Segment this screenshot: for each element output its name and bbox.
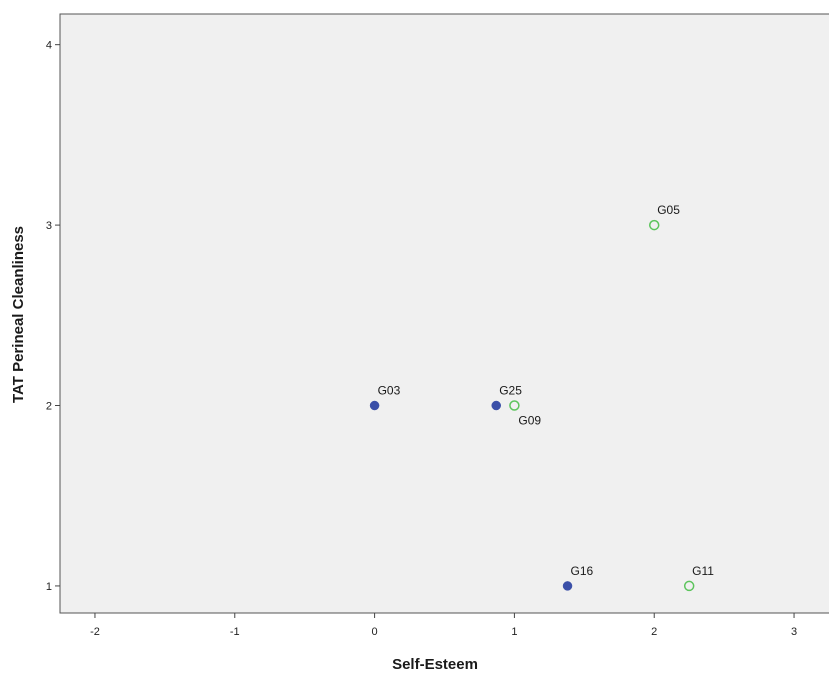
data-point-g16 [562, 581, 573, 591]
data-point-g03 [369, 400, 380, 411]
x-tick-label: -2 [90, 626, 100, 638]
x-tick-label: 0 [372, 626, 378, 638]
data-point-g25 [491, 400, 501, 411]
x-axis: -2 -1 0 1 2 3 [90, 613, 797, 638]
y-tick-label: 1 [46, 581, 52, 593]
x-tick-label: 1 [511, 626, 517, 638]
point-label-g11: G11 [692, 564, 714, 578]
data-point-g09 [509, 400, 520, 411]
y-axis: 1 2 3 4 [46, 40, 60, 593]
point-label-g16: G16 [571, 564, 594, 578]
y-axis-title: TAT Perineal Cleanliness [10, 226, 27, 403]
x-tick-label: 3 [791, 626, 797, 638]
plot-area [59, 13, 829, 614]
y-tick-label: 2 [46, 401, 52, 413]
point-label-g09: G09 [518, 414, 541, 428]
x-tick-label: 2 [651, 626, 657, 638]
x-tick-label: -1 [230, 626, 240, 638]
y-tick-label: 3 [46, 220, 52, 232]
point-label-g05: G05 [657, 203, 680, 217]
point-label-g25: G25 [499, 384, 522, 398]
point-labels: G03 G25 G16 G05 G09 G11 [378, 203, 715, 578]
point-label-g03: G03 [378, 384, 401, 398]
data-point-g05 [648, 219, 660, 231]
x-axis-title: Self-Esteem [392, 656, 478, 673]
data-point-g11 [683, 580, 695, 592]
y-tick-label: 4 [46, 40, 52, 52]
data-points [369, 219, 695, 592]
